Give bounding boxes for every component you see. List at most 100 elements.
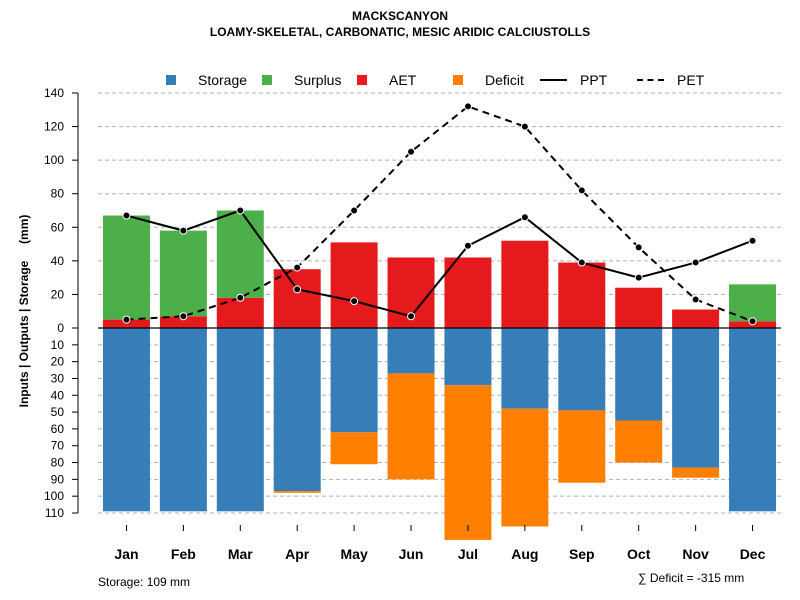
y-tick-label: 110 <box>45 506 64 520</box>
storage-bar <box>558 328 606 411</box>
ppt-point <box>748 236 757 245</box>
y-tick-label: 50 <box>51 405 65 419</box>
ppt-point <box>691 258 700 267</box>
pet-point <box>350 206 359 215</box>
storage-bar <box>501 328 549 409</box>
ppt-point <box>122 211 131 220</box>
pet-point <box>236 293 245 302</box>
y-tick-label: 120 <box>44 120 64 134</box>
storage-footer: Storage: 109 mm <box>98 575 191 589</box>
x-tick-label: Jan <box>114 546 138 562</box>
y-tick-label: 70 <box>51 439 65 453</box>
deficit-bar <box>273 491 321 493</box>
pet-point <box>463 102 472 111</box>
surplus-bar <box>729 284 777 322</box>
x-tick-label: Feb <box>171 546 196 562</box>
deficit-bar <box>444 385 492 540</box>
deficit-bar <box>558 410 606 483</box>
aet-bar <box>615 287 663 328</box>
y-tick-label: 30 <box>51 371 65 385</box>
pet-point <box>691 295 700 304</box>
storage-bar <box>729 328 777 512</box>
pet-point <box>577 186 586 195</box>
y-tick-label: 0 <box>57 321 64 335</box>
x-tick-label: Dec <box>740 546 766 562</box>
ppt-point <box>293 285 302 294</box>
ppt-point <box>407 312 416 321</box>
storage-bar <box>102 328 150 512</box>
ppt-point <box>577 258 586 267</box>
pet-point <box>293 263 302 272</box>
aet-bar <box>558 262 606 328</box>
aet-bar <box>159 316 207 328</box>
ppt-point <box>463 241 472 250</box>
deficit-bar <box>501 408 549 527</box>
y-tick-label: 40 <box>51 254 65 268</box>
surplus-bar <box>102 215 150 320</box>
aet-bar <box>330 242 378 328</box>
pet-point <box>748 317 757 326</box>
ppt-point <box>520 213 529 222</box>
y-tick-label: 60 <box>51 220 65 234</box>
surplus-bar <box>159 230 207 317</box>
aet-bar <box>672 309 720 328</box>
grid-lines <box>98 92 781 514</box>
ppt-point <box>179 226 188 235</box>
storage-bar <box>330 328 378 433</box>
x-tick-label: May <box>341 546 368 562</box>
pet-point <box>407 147 416 156</box>
legend-swatch-surplus <box>262 75 272 85</box>
aet-bar <box>501 240 549 328</box>
legend-label-storage: Storage <box>198 72 248 88</box>
deficit-bar <box>330 432 378 465</box>
chart-subtitle: LOAMY-SKELETAL, CARBONATIC, MESIC ARIDIC… <box>209 25 591 39</box>
axes: 140 120 100 80 60 40 20 0 10 20 30 40 50 60 70 80 90 100 1… <box>44 86 781 562</box>
storage-bar <box>672 328 720 468</box>
pet-point <box>634 243 643 252</box>
y-tick-label: 90 <box>51 472 65 486</box>
x-tick-label: Aug <box>511 546 538 562</box>
pet-point <box>122 315 131 324</box>
legend-label-surplus: Surplus <box>294 72 342 88</box>
y-tick-label: 20 <box>51 355 65 369</box>
surplus-bar <box>216 210 264 298</box>
storage-bar <box>387 328 435 374</box>
pet-point <box>520 122 529 131</box>
y-tick-label: 80 <box>51 187 65 201</box>
x-tick-label: Jun <box>399 546 424 562</box>
x-tick-label: Sep <box>569 546 595 562</box>
aet-bar <box>102 319 150 328</box>
x-tick-label: Jul <box>458 546 478 562</box>
legend-line-pet <box>637 79 664 81</box>
x-tick-label: Oct <box>627 546 651 562</box>
deficit-bar <box>387 373 435 480</box>
legend-label-pet: PET <box>677 72 705 88</box>
ppt-point <box>634 273 643 282</box>
storage-bar <box>216 328 264 512</box>
ppt-point <box>236 206 245 215</box>
x-tick-label: Mar <box>228 546 253 562</box>
x-tick-label: Apr <box>285 546 310 562</box>
bars <box>102 210 777 540</box>
y-tick-label: 80 <box>51 456 65 470</box>
legend-label-deficit: Deficit <box>485 72 524 88</box>
legend-swatch-deficit <box>453 75 463 85</box>
y-tick-label: 40 <box>51 388 65 402</box>
series-lines <box>122 102 757 326</box>
deficit-bar <box>672 467 720 478</box>
y-tick-label: 100 <box>44 489 64 503</box>
ppt-point <box>350 297 359 306</box>
legend-swatch-storage <box>166 75 176 85</box>
pet-point <box>179 312 188 321</box>
deficit-bar <box>615 420 663 463</box>
y-tick-label: 100 <box>44 153 64 167</box>
y-tick-label: 10 <box>51 338 65 352</box>
aet-bar <box>273 269 321 328</box>
legend-line-ppt <box>540 79 567 81</box>
aet-bar <box>444 257 492 328</box>
y-tick-label: 20 <box>51 287 65 301</box>
x-tick-label: Nov <box>682 546 709 562</box>
y-tick-label: 140 <box>44 86 64 100</box>
storage-bar <box>273 328 321 492</box>
